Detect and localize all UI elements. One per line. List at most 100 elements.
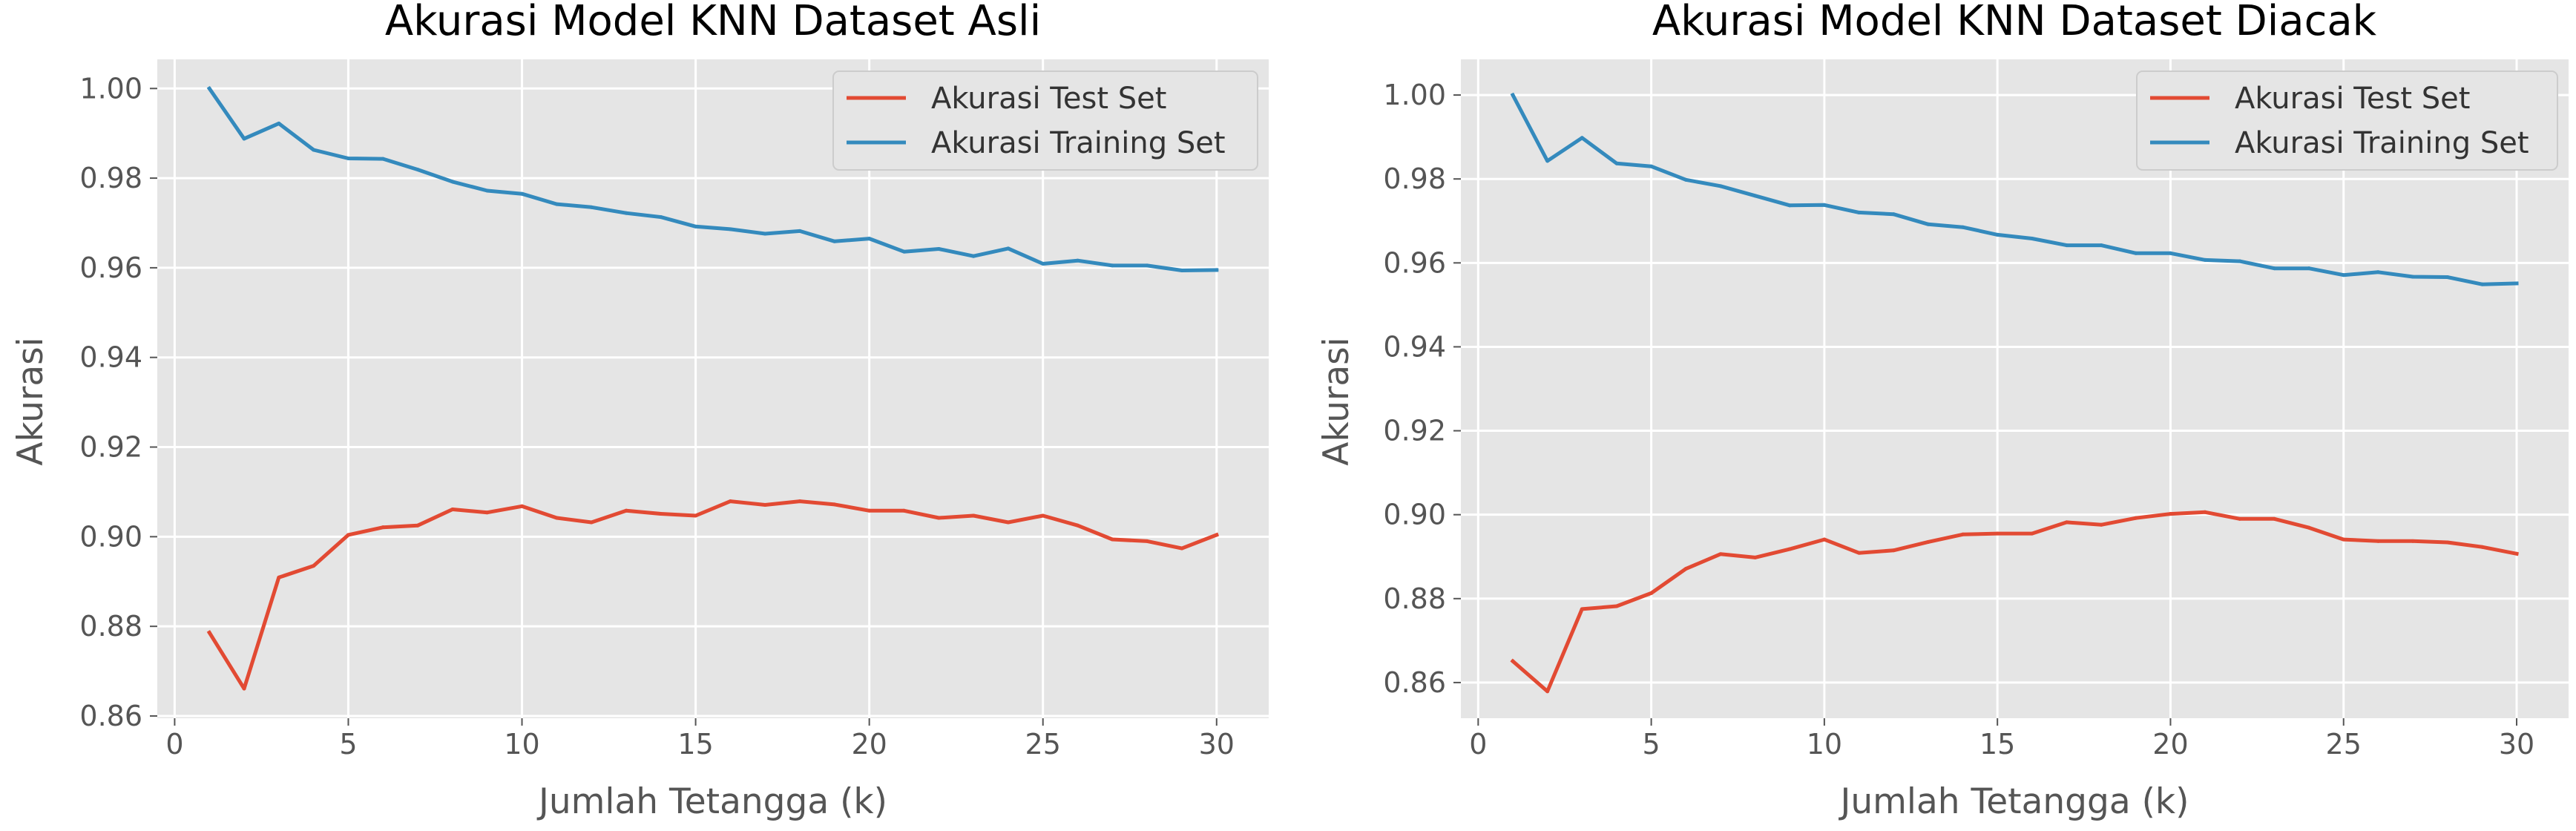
- x-tick-label: 30: [1199, 728, 1235, 761]
- data-point: [1822, 537, 1827, 542]
- y-tick-label: 0.96: [1383, 246, 1446, 279]
- data-point: [2030, 531, 2034, 536]
- x-tick-label: 0: [1469, 728, 1487, 761]
- data-point: [901, 508, 906, 513]
- data-point: [971, 254, 976, 258]
- chart-1: 0 5 10 15 20 25 30 0.86 0.88 0.90 0.92 0.94 0.96 0.98…: [10, 0, 1269, 822]
- data-point: [2411, 275, 2415, 279]
- data-point: [1180, 269, 1184, 273]
- data-point: [728, 499, 732, 504]
- x-tick-label: 15: [677, 728, 713, 761]
- data-point: [1215, 268, 1219, 272]
- data-point: [1857, 551, 1862, 555]
- data-point: [832, 239, 837, 243]
- data-point: [1006, 520, 1011, 525]
- data-point: [1787, 203, 1792, 208]
- data-point: [2445, 540, 2450, 545]
- data-point: [1649, 591, 1654, 595]
- data-point: [1180, 546, 1184, 551]
- data-point: [2342, 273, 2346, 277]
- data-point: [2099, 522, 2103, 527]
- data-point: [1215, 533, 1219, 537]
- data-point: [1076, 523, 1080, 528]
- data-point: [694, 224, 698, 229]
- x-tick-label: 10: [504, 728, 539, 761]
- data-point: [1006, 246, 1011, 251]
- data-point: [207, 631, 211, 635]
- data-point: [624, 508, 628, 513]
- data-point: [1110, 263, 1114, 268]
- data-point: [2480, 545, 2484, 549]
- y-tick-label: 0.90: [1383, 499, 1446, 531]
- x-axis-label: Jumlah Tetangga (k): [536, 781, 887, 822]
- data-point: [277, 575, 281, 579]
- data-point: [2307, 266, 2311, 271]
- data-point: [2272, 266, 2276, 271]
- data-point: [1511, 93, 1515, 97]
- data-point: [1718, 184, 1723, 188]
- data-point: [1961, 225, 1965, 229]
- data-point: [2203, 510, 2207, 514]
- data-point: [936, 516, 941, 520]
- data-point: [207, 86, 211, 91]
- chart-title: Akurasi Model KNN Dataset Asli: [385, 0, 1041, 45]
- data-point: [1683, 177, 1688, 182]
- data-point: [485, 510, 490, 515]
- data-point: [2307, 525, 2311, 530]
- series-line-1: [1510, 510, 2519, 694]
- data-point: [2099, 243, 2103, 248]
- data-point: [346, 533, 350, 537]
- y-tick-label: 0.86: [79, 700, 142, 732]
- data-point: [1822, 203, 1827, 207]
- y-tick-label: 1.00: [1383, 79, 1446, 111]
- y-tick-label: 0.94: [1383, 330, 1446, 363]
- y-tick-label: 0.92: [1383, 415, 1446, 447]
- data-point: [1580, 136, 1584, 140]
- data-point: [312, 564, 316, 568]
- data-point: [763, 502, 767, 507]
- data-point: [694, 513, 698, 518]
- legend-frame: [832, 70, 1258, 171]
- data-point: [659, 512, 663, 516]
- data-point: [1753, 555, 1758, 559]
- data-point: [659, 215, 663, 220]
- y-tick-label: 0.98: [79, 162, 142, 194]
- data-point: [901, 249, 906, 254]
- data-point: [1545, 159, 1550, 163]
- data-point: [1145, 263, 1149, 268]
- chart-title: Akurasi Model KNN Dataset Diacak: [1652, 0, 2377, 45]
- data-point: [312, 148, 316, 152]
- y-axis-label: Akurasi: [1316, 337, 1357, 465]
- data-point: [1580, 607, 1584, 611]
- legend-label-2: Akurasi Training Set: [931, 126, 1226, 160]
- x-tick-label: 5: [339, 728, 357, 761]
- data-point: [415, 523, 420, 528]
- data-point: [2203, 257, 2207, 262]
- data-point: [589, 205, 594, 209]
- data-point: [971, 513, 976, 518]
- data-point: [415, 168, 420, 172]
- data-point: [2064, 243, 2069, 248]
- series-line-2: [1510, 92, 2519, 286]
- data-point: [1649, 164, 1654, 168]
- y-tick-label: 1.00: [79, 72, 142, 105]
- chart-2: 0 5 10 15 20 25 30 0.86 0.88 0.90 0.92 0.94 0.96 0.98…: [1316, 0, 2569, 822]
- data-point: [485, 188, 490, 193]
- data-point: [1718, 552, 1723, 556]
- legend: Akurasi Test Set Akurasi Training Set: [832, 70, 1258, 171]
- x-axis-label: Jumlah Tetangga (k): [1839, 781, 2189, 822]
- y-tick-label: 0.94: [79, 341, 142, 374]
- data-point: [242, 137, 246, 141]
- data-point: [2480, 282, 2484, 286]
- data-point: [2342, 537, 2346, 542]
- legend-label-2: Akurasi Training Set: [2235, 126, 2529, 160]
- data-point: [450, 180, 455, 184]
- data-point: [381, 157, 385, 161]
- data-point: [1614, 604, 1619, 608]
- data-point: [763, 231, 767, 236]
- data-point: [1683, 567, 1688, 571]
- data-point: [1614, 161, 1619, 165]
- data-point: [520, 504, 525, 508]
- x-tick-label: 0: [165, 728, 183, 761]
- data-point: [2376, 539, 2380, 543]
